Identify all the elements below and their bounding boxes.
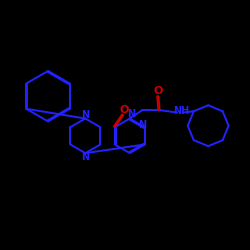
Text: N: N — [138, 120, 146, 130]
Text: O: O — [119, 105, 128, 115]
Text: N: N — [81, 152, 90, 162]
Text: N: N — [127, 109, 135, 119]
Text: O: O — [154, 86, 163, 96]
Text: NH: NH — [174, 106, 190, 116]
Text: N: N — [81, 110, 90, 120]
